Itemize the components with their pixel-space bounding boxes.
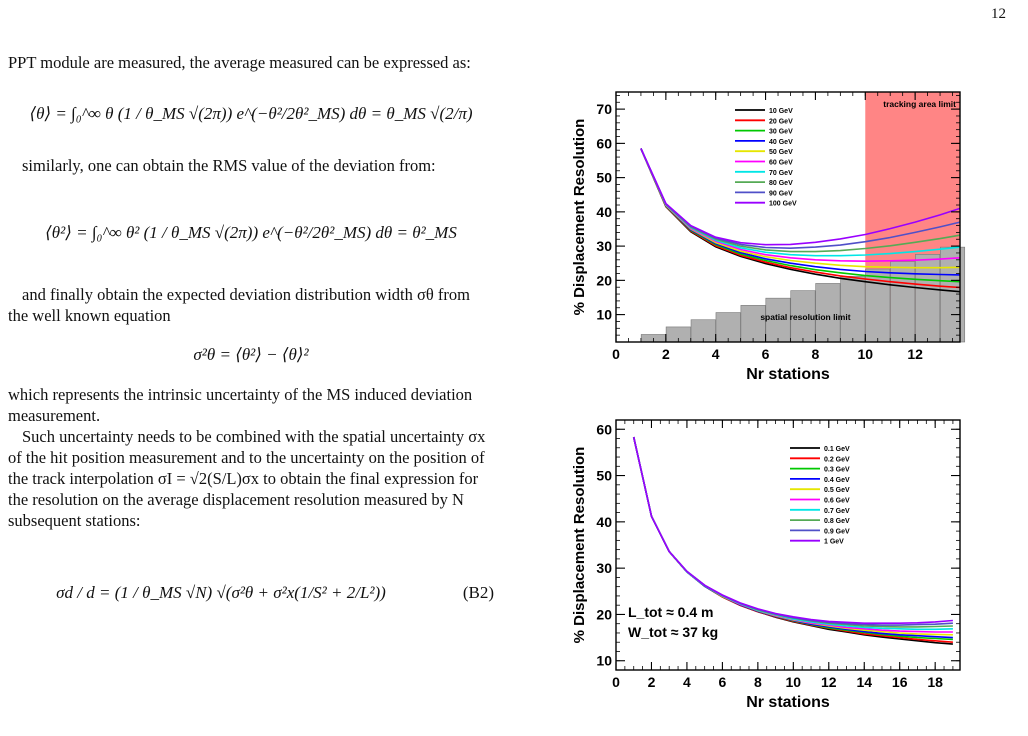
x-tick-label: 14 (856, 674, 872, 690)
y-tick-label: 70 (596, 101, 612, 117)
spatial-resolution-bar (890, 261, 916, 343)
legend-entry: 90 GeV (769, 190, 793, 197)
legend-entry: 80 GeV (769, 180, 793, 187)
series-line (640, 148, 961, 246)
paragraph-2: similarly, one can obtain the RMS value … (22, 156, 436, 175)
x-tick-label: 2 (662, 346, 670, 362)
paragraph-5: Such uncertainty needs to be combined wi… (8, 427, 486, 530)
legend-entry: 50 GeV (769, 149, 793, 156)
legend-entry: 0.1 GeV (824, 446, 850, 453)
y-tick-label: 10 (596, 653, 612, 669)
series-line (632, 436, 953, 628)
legend-entry: 1 GeV (824, 539, 844, 546)
legend-entry: 20 GeV (769, 118, 793, 125)
y-axis-label: % Displacement Resolution (571, 119, 588, 316)
legend-entry: 40 GeV (769, 139, 793, 146)
legend-entry: 0.2 GeV (824, 456, 850, 463)
equation-b2-row: σd / d = (1 / θ_MS √N) √(σ²θ + σ²x(1/S² … (8, 561, 494, 625)
y-tick-label: 30 (596, 238, 612, 254)
x-tick-label: 16 (892, 674, 908, 690)
y-tick-label: 50 (596, 468, 612, 484)
legend-entry: 100 GeV (769, 201, 797, 208)
x-tick-label: 6 (718, 674, 726, 690)
legend-entry: 10 GeV (769, 108, 793, 115)
equation-variance: σ²θ = ⟨θ²⟩ − ⟨θ⟩² (193, 345, 309, 364)
x-tick-label: 0 (612, 346, 620, 362)
x-tick-label: 12 (821, 674, 837, 690)
x-tick-label: 12 (907, 346, 923, 362)
text-column: PPT module are measured, the average mea… (8, 52, 494, 625)
spatial-resolution-bar (840, 275, 866, 343)
page-number: 12 (991, 6, 1006, 22)
spatial-resolution-bar (790, 290, 816, 343)
legend-entry: 60 GeV (769, 160, 793, 167)
annotation-total: L_tot ≈ 0.4 m (628, 604, 713, 620)
paragraph-4: which represents the intrinsic uncertain… (8, 385, 473, 425)
y-tick-label: 10 (596, 307, 612, 323)
legend-entry: 70 GeV (769, 170, 793, 177)
annotation-spatial-resolution: spatial resolution limit (760, 312, 850, 322)
y-tick-label: 20 (596, 606, 612, 622)
y-tick-label: 40 (596, 204, 612, 220)
plot-frame (615, 91, 961, 343)
y-tick-label: 60 (596, 421, 612, 437)
legend-entry: 0.5 GeV (824, 487, 850, 494)
annotation-tracking-area: tracking area limit (883, 99, 956, 109)
equation-number: (B2) (462, 583, 494, 602)
y-tick-label: 50 (596, 170, 612, 186)
plot-frame (615, 419, 961, 671)
legend-entry: 0.3 GeV (824, 467, 850, 474)
legend-entry: 30 GeV (769, 129, 793, 136)
x-tick-label: 10 (786, 674, 802, 690)
spatial-resolution-bar (715, 312, 741, 343)
x-tick-label: 8 (754, 674, 762, 690)
x-tick-label: 2 (648, 674, 656, 690)
x-tick-label: 0 (612, 674, 620, 690)
chart-energy-1gev: 0 2 4 6 8 10 12 14 16 18 10 20 30 40 50 60 Nr stations % … (571, 419, 961, 708)
equation-mean-theta: ⟨θ⟩ = ∫₀^∞ θ (1 / θ_MS √(2π)) e^(−θ²/2θ²… (29, 104, 473, 123)
paragraph-1: PPT module are measured, the average mea… (8, 53, 471, 72)
y-tick-label: 30 (596, 560, 612, 576)
y-tick-label: 60 (596, 135, 612, 151)
y-axis-label: % Displacement Resolution (571, 447, 588, 644)
equation-mean-theta-squared: ⟨θ²⟩ = ∫₀^∞ θ² (1 / θ_MS √(2π)) e^(−θ²/2… (45, 223, 457, 242)
spatial-resolution-bar (940, 246, 966, 343)
figure-panels: 0 2 4 6 8 10 12 10 20 30 40 50 60 70 Nr stations% Disp… (560, 80, 970, 710)
x-tick-label: 10 (857, 346, 873, 362)
chart-energy-100gev: 0 2 4 6 8 10 12 10 20 30 40 50 60 70 Nr stations % Disp… (571, 91, 966, 380)
equation-displacement-resolution: σd / d = (1 / θ_MS √N) √(σ²θ + σ²x(1/S² … (56, 583, 386, 602)
series-line (632, 436, 953, 633)
annotation-total: W_tot ≈ 37 kg (628, 624, 718, 640)
plot-area (640, 92, 966, 343)
x-tick-label: 4 (712, 346, 720, 362)
spatial-resolution-bar (815, 283, 841, 343)
y-tick-label: 40 (596, 514, 612, 530)
x-tick-label: 18 (927, 674, 943, 690)
x-axis-label: Nr stations (746, 366, 830, 380)
spatial-resolution-bar (740, 305, 766, 343)
series-line (632, 436, 953, 624)
x-tick-label: 8 (812, 346, 820, 362)
series-line (632, 436, 953, 631)
spatial-resolution-bar (765, 297, 791, 343)
x-axis-label: Nr stations (746, 694, 830, 708)
legend-entry: 0.6 GeV (824, 498, 850, 505)
legend-entry: 0.4 GeV (824, 477, 850, 484)
y-tick-label: 20 (596, 272, 612, 288)
x-tick-label: 4 (683, 674, 691, 690)
legend-entry: 0.8 GeV (824, 518, 850, 525)
legend-entry: 0.7 GeV (824, 508, 850, 515)
legend-entry: 0.9 GeV (824, 528, 850, 535)
paragraph-3: and finally obtain the expected deviatio… (8, 285, 470, 325)
plot-area (632, 436, 953, 645)
x-tick-label: 6 (762, 346, 770, 362)
